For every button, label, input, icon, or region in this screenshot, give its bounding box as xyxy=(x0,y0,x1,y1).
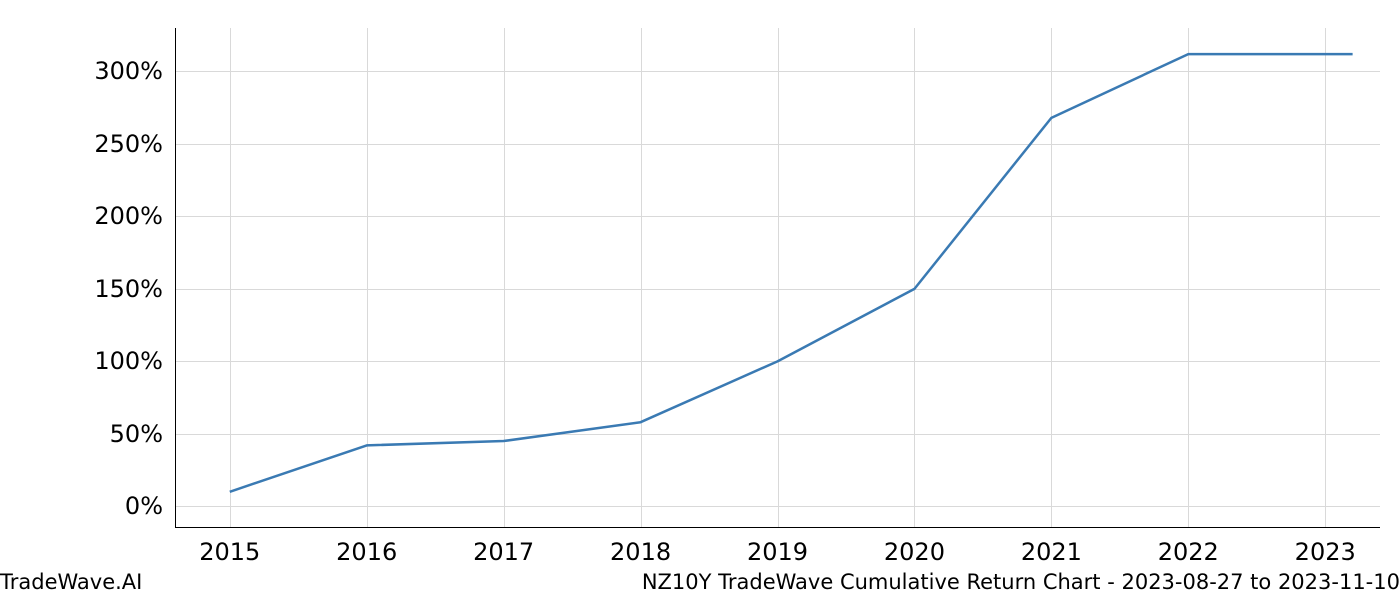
chart-container: 2015 2016 2017 2018 2019 2020 2021 2022 2023 0% 5… xyxy=(0,0,1400,600)
x-tick-label: 2021 xyxy=(1021,538,1082,566)
x-tick-label: 2022 xyxy=(1158,538,1219,566)
y-tick-label: 0% xyxy=(125,492,163,520)
x-tick-label: 2017 xyxy=(473,538,534,566)
x-tick-label: 2020 xyxy=(884,538,945,566)
line-series xyxy=(175,28,1380,528)
series-line xyxy=(230,54,1353,492)
plot-area xyxy=(175,28,1380,528)
x-tick-label: 2016 xyxy=(336,538,397,566)
x-tick-label: 2023 xyxy=(1295,538,1356,566)
x-tick-label: 2018 xyxy=(610,538,671,566)
y-tick-label: 100% xyxy=(94,347,163,375)
y-tick-label: 150% xyxy=(94,275,163,303)
x-tick-label: 2019 xyxy=(747,538,808,566)
y-tick-label: 200% xyxy=(94,202,163,230)
y-tick-label: 250% xyxy=(94,130,163,158)
y-tick-label: 50% xyxy=(110,420,163,448)
footer-left-text: TradeWave.AI xyxy=(0,570,142,594)
y-tick-label: 300% xyxy=(94,57,163,85)
x-tick-label: 2015 xyxy=(199,538,260,566)
footer-right-text: NZ10Y TradeWave Cumulative Return Chart … xyxy=(642,570,1400,594)
